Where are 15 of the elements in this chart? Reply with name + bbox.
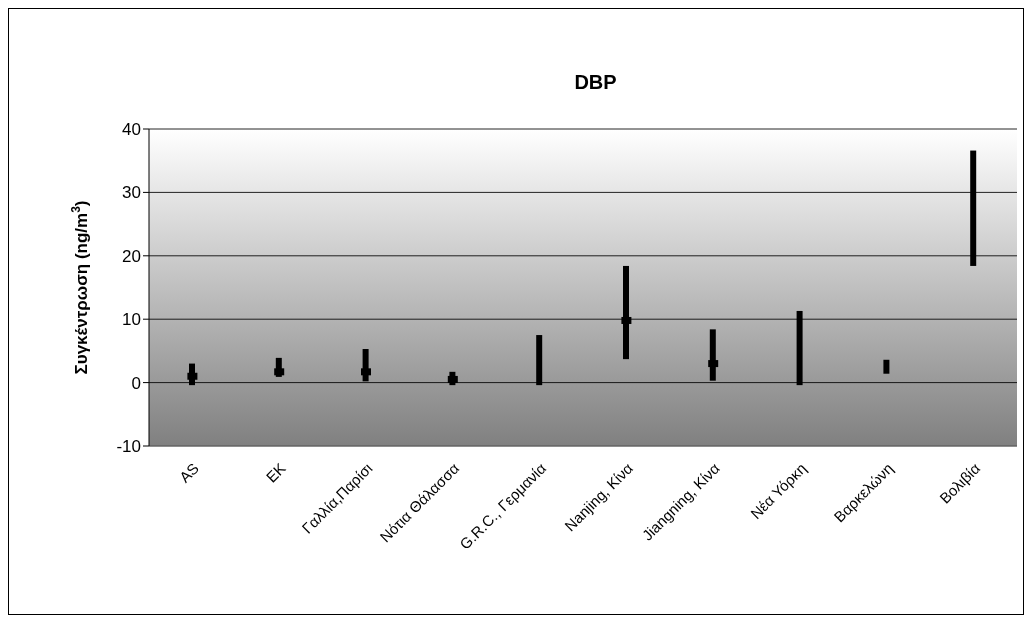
chart-title: DBP — [573, 71, 618, 94]
point — [708, 360, 719, 368]
bar — [623, 265, 629, 360]
y-tick-label: 30 — [122, 183, 141, 203]
x-tick-label: ΕΚ — [262, 459, 289, 486]
bar — [883, 359, 890, 374]
y-tick-label: 0 — [131, 373, 141, 393]
point — [274, 368, 285, 376]
y-tick-label: 10 — [122, 310, 141, 330]
point — [447, 375, 458, 383]
y-tick-label: -10 — [116, 437, 141, 457]
x-tick-label: AS — [175, 459, 202, 486]
y-tick-label: 40 — [122, 120, 141, 140]
y-tick-label: 20 — [122, 246, 141, 266]
point — [361, 368, 371, 376]
